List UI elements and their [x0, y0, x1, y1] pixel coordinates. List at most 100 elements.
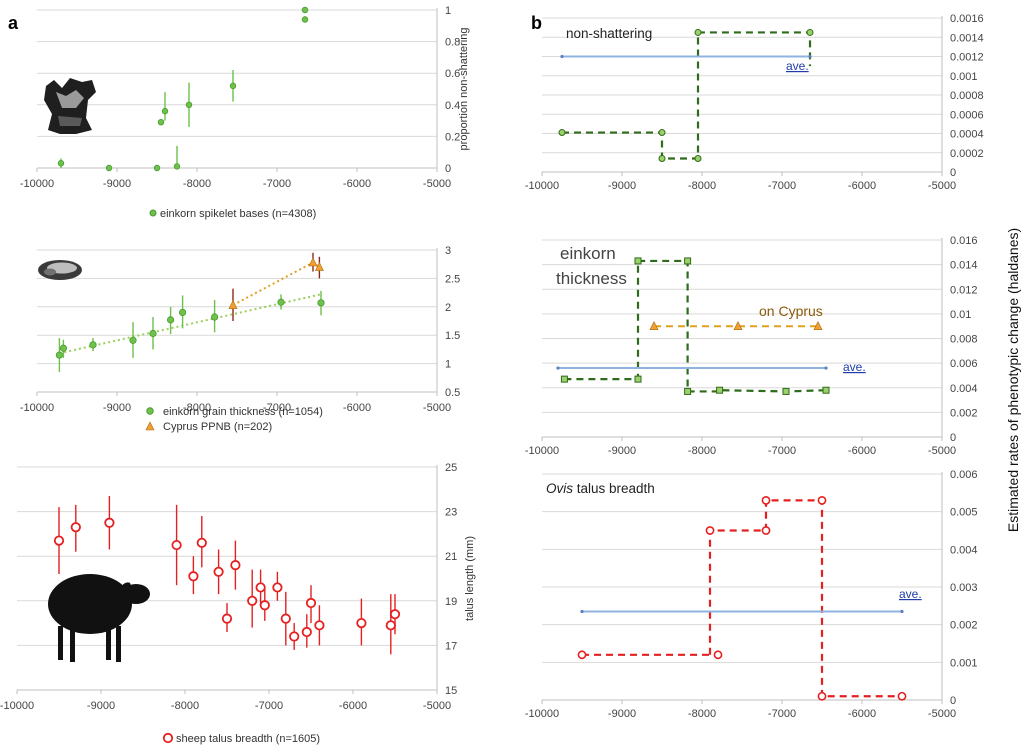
- average-endpoint: [580, 609, 584, 614]
- data-point: [149, 329, 157, 338]
- chart-b2-einkorn-thickness: 0 0.002 0.004 0.006 0.008 0.01 0.012 0.014 0.016…: [525, 235, 978, 457]
- sheep-body: [48, 574, 132, 634]
- y-tick-label: 0.0012: [950, 52, 984, 64]
- panel-title-italic: Ovis: [546, 481, 573, 496]
- data-point: [59, 344, 68, 352]
- y-tick-label: 2: [445, 302, 451, 314]
- y-tick-label: 0.004: [950, 544, 978, 556]
- spikelet-base-photo-icon: [44, 78, 96, 134]
- x-tick-label: -5000: [928, 708, 956, 720]
- data-point: [247, 595, 258, 606]
- grain-photo-icon: [38, 260, 82, 280]
- data-point: [577, 650, 587, 660]
- y-tick-label: 1: [445, 359, 451, 371]
- y-tick-label: 0.006: [950, 469, 978, 481]
- data-point: [558, 129, 566, 137]
- data-point: [301, 16, 309, 23]
- y-tick-label: 0.001: [950, 71, 978, 83]
- data-point: [104, 517, 115, 528]
- data-point: [277, 298, 285, 306]
- x-tick-label: -5000: [423, 178, 451, 190]
- data-point-square: [716, 386, 724, 394]
- legend-label: einkorn spikelet bases (n=4308): [160, 208, 316, 220]
- x-tick-label: -6000: [848, 180, 876, 192]
- average-endpoint: [808, 54, 812, 59]
- data-point-square: [684, 257, 692, 265]
- data-point: [129, 336, 137, 344]
- sheep-silhouette-icon: [48, 574, 150, 662]
- panel-title-rest: talus breadth: [573, 481, 655, 496]
- x-tick-label: -10000: [20, 402, 54, 414]
- data-point: [817, 691, 827, 701]
- average-label: ave.: [786, 59, 809, 73]
- data-point: [301, 626, 312, 638]
- chart-b1-non-shattering: 0 0.0002 0.0004 0.0006 0.0008 0.001 0.0012 0.00…: [525, 13, 984, 192]
- panel-title-line2: thickness: [556, 269, 627, 288]
- y-tick-label: 0.5: [445, 387, 460, 399]
- x-tick-label: -6000: [343, 178, 371, 190]
- y-tick-label: 0.2: [445, 131, 460, 143]
- data-point-square: [822, 386, 830, 394]
- y-tick-label: 0.005: [950, 507, 978, 519]
- x-tick-label: -7000: [768, 708, 796, 720]
- average-label: ave.: [899, 587, 922, 601]
- data-point-square: [782, 387, 790, 395]
- data-point: [389, 609, 401, 620]
- data-point-triangle: [228, 299, 238, 309]
- y-tick-label: 15: [445, 685, 457, 697]
- average-endpoint: [824, 366, 828, 370]
- data-point: [705, 526, 715, 535]
- x-tick-label: -9000: [608, 445, 636, 457]
- data-point: [188, 571, 199, 582]
- data-point-triangle: [649, 321, 659, 330]
- data-point: [167, 316, 175, 324]
- data-point: [229, 82, 237, 90]
- x-tick-label: -5000: [423, 402, 451, 414]
- x-tick-label: -8000: [688, 180, 716, 192]
- data-point: [658, 129, 666, 137]
- y-tick-label: 3: [445, 245, 451, 257]
- panel-label-b: b: [531, 13, 542, 33]
- y-tick-label: 0.002: [950, 620, 978, 632]
- data-point: [280, 613, 291, 624]
- data-point: [897, 691, 907, 701]
- legend-marker: [146, 407, 154, 415]
- x-tick-label: -9000: [103, 402, 131, 414]
- chart-a2-grain-thickness: 0.5 1 1.5 2 2.5 3 -10000 -9000 -8000 -7000 -6000 -5…: [20, 245, 460, 433]
- legend-label: einkorn grain thickness (n=1054): [163, 406, 323, 418]
- data-point: [806, 28, 814, 36]
- y-tick-label: 17: [445, 640, 457, 652]
- x-tick-label: -8000: [183, 402, 211, 414]
- data-point: [713, 650, 723, 660]
- sheep-head: [122, 584, 150, 604]
- rate-step-line: [564, 259, 827, 393]
- y-tick-label: 1: [445, 5, 451, 17]
- chart-b3-ovis-talus: 0 0.001 0.002 0.003 0.004 0.005 0.006 -10000 -90…: [525, 469, 978, 720]
- trend-line-cyprus: [232, 261, 320, 306]
- data-point-square: [560, 375, 568, 383]
- data-point-triangle: [314, 261, 324, 271]
- x-tick-label: -5000: [928, 180, 956, 192]
- x-tick-label: -8000: [688, 708, 716, 720]
- sheep-ear: [121, 582, 131, 590]
- y-tick-label: 0.0002: [950, 148, 984, 160]
- x-tick-label: -8000: [688, 445, 716, 457]
- x-tick-label: -5000: [928, 445, 956, 457]
- data-point: [185, 101, 193, 108]
- data-point: [694, 28, 702, 36]
- data-point: [230, 560, 241, 571]
- sheep-leg: [106, 626, 111, 660]
- x-tick-label: -6000: [339, 700, 367, 712]
- data-point: [317, 299, 325, 307]
- data-point-square: [634, 375, 642, 383]
- data-point: [255, 582, 266, 593]
- y-tick-label: 0.004: [950, 383, 978, 395]
- data-point: [105, 164, 113, 172]
- x-tick-label: -7000: [255, 700, 283, 712]
- y-tick-label: 0.0004: [950, 129, 984, 141]
- y-tick-label: 2.5: [445, 273, 460, 285]
- y-tick-label: 0.8: [445, 37, 460, 49]
- y-tick-label: 0: [950, 432, 956, 444]
- data-point: [53, 535, 65, 546]
- x-tick-label: -6000: [848, 445, 876, 457]
